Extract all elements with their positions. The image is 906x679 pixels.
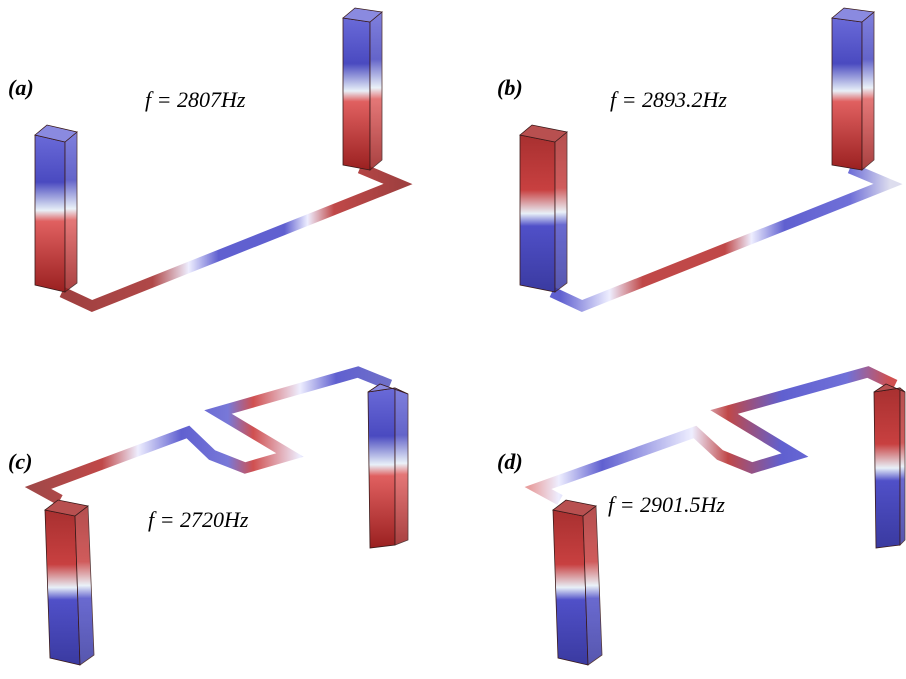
pillar — [832, 8, 874, 170]
pillar — [35, 125, 77, 292]
panel-label: (d) — [497, 449, 523, 474]
beam — [38, 372, 390, 500]
beam — [538, 372, 895, 500]
panel-label: (a) — [8, 75, 34, 100]
figure: (a) f = 2807Hz (b) f = 2893.2Hz — [0, 0, 906, 679]
panel-label: (c) — [8, 449, 32, 474]
panel-d: (d) f = 2901.5Hz — [497, 372, 905, 665]
page: (a) f = 2807Hz (b) f = 2893.2Hz — [0, 0, 906, 679]
panel-a: (a) f = 2807Hz — [8, 8, 398, 306]
pillar — [874, 384, 905, 548]
pillar — [520, 125, 567, 292]
panel-label: (b) — [497, 75, 523, 100]
pillar — [553, 500, 602, 665]
panel-c: (c) f = 2720Hz — [8, 372, 408, 665]
frequency-caption: f = 2807Hz — [145, 87, 246, 112]
beam — [62, 168, 398, 306]
frequency-caption: f = 2720Hz — [148, 507, 249, 532]
pillar — [368, 384, 408, 548]
pillar — [45, 500, 94, 665]
pillar — [343, 8, 382, 170]
beam — [552, 168, 888, 306]
frequency-caption: f = 2893.2Hz — [610, 87, 727, 112]
frequency-caption: f = 2901.5Hz — [608, 492, 725, 517]
panel-b: (b) f = 2893.2Hz — [497, 8, 888, 306]
